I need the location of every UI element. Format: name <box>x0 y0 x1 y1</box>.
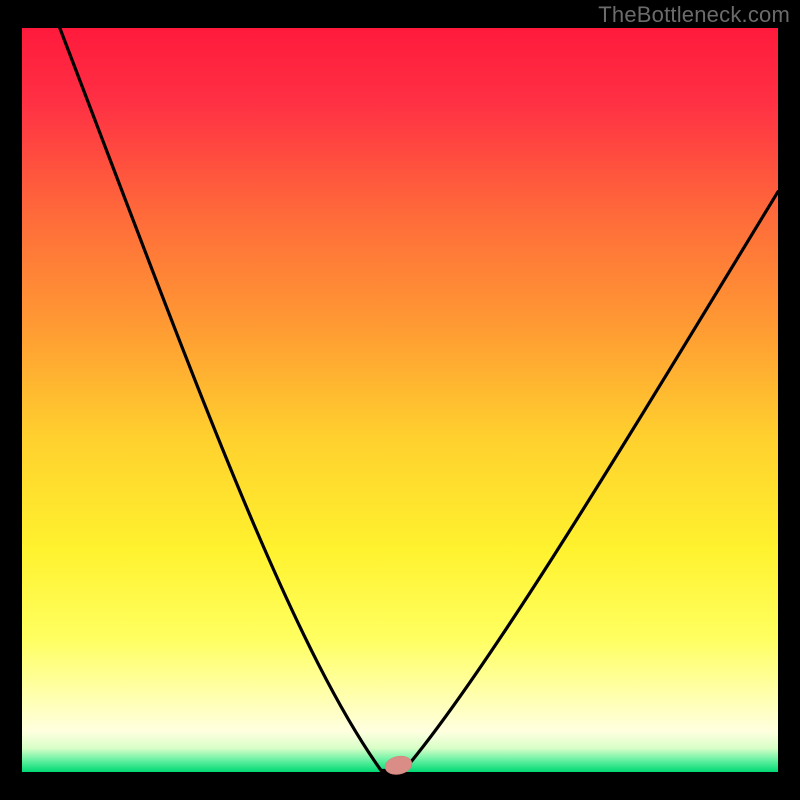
chart-container: TheBottleneck.com <box>0 0 800 800</box>
plot-background <box>22 28 778 772</box>
watermark-text: TheBottleneck.com <box>598 2 790 28</box>
bottleneck-chart <box>0 0 800 800</box>
